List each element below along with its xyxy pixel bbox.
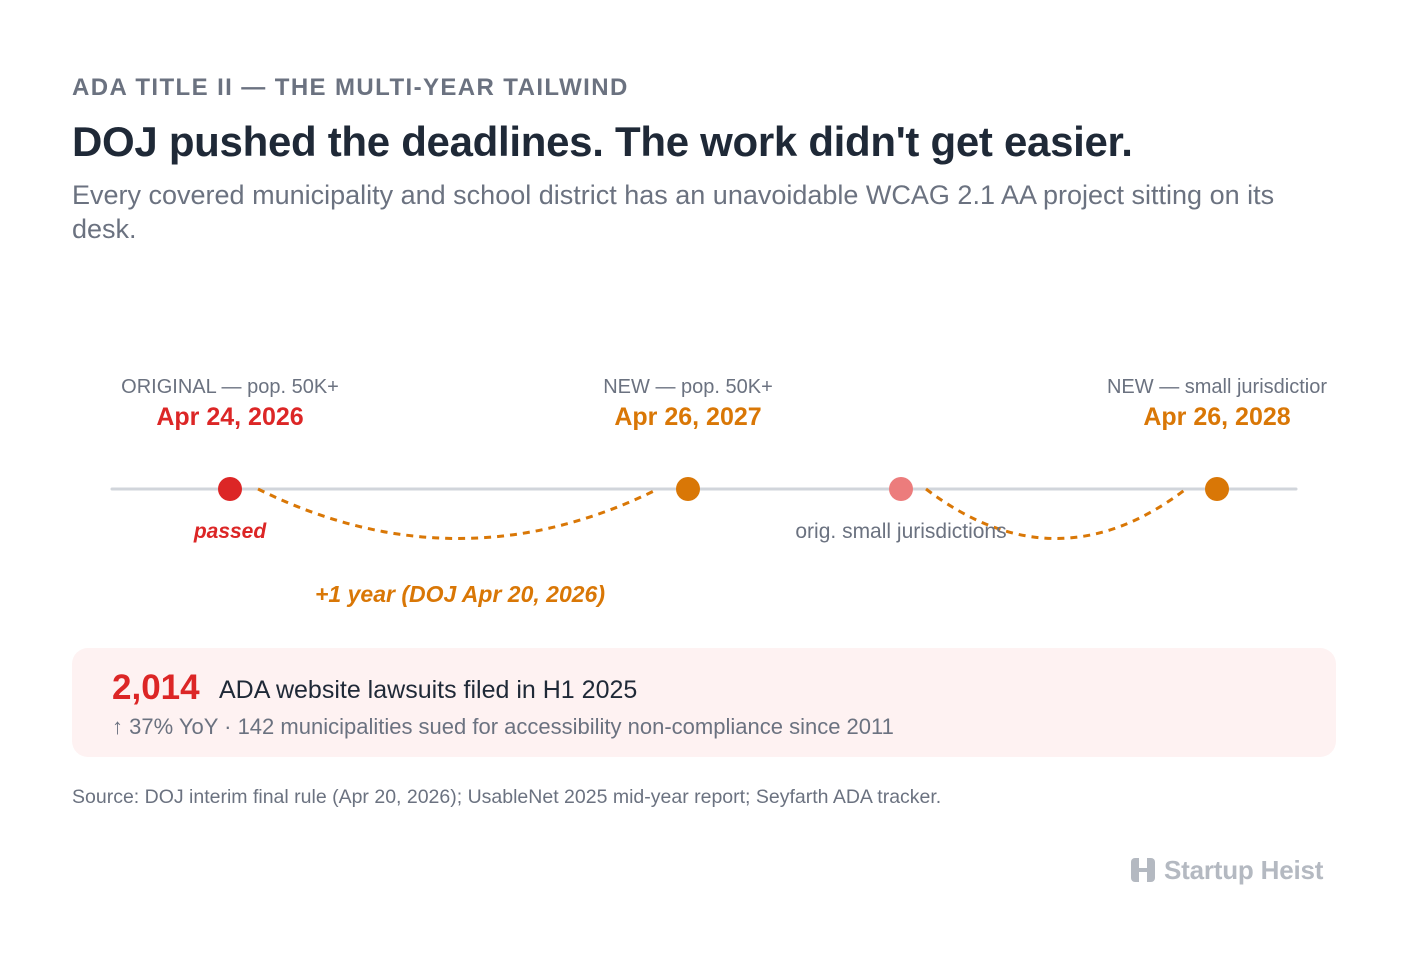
milestone-date-original: Apr 24, 2026: [156, 403, 304, 431]
milestone-dot-original: [218, 477, 242, 501]
milestone-label-original: ORIGINAL — pop. 50K+: [121, 376, 339, 398]
page-title: DOJ pushed the deadlines. The work didn'…: [72, 118, 1133, 165]
kicker: ADA TITLE II — THE MULTI-YEAR TAILWIND: [72, 74, 629, 101]
subtitle: Every covered municipality and school di…: [72, 180, 1275, 244]
milestone-dot-orig-small: [889, 477, 913, 501]
milestone-dot-new-50k: [676, 477, 700, 501]
stat-detail: ↑ 37% YoY · 142 municipalities sued for …: [112, 714, 894, 739]
stat-text: ADA website lawsuits filed in H1 2025: [219, 676, 638, 704]
stat-number: 2,014: [112, 668, 200, 707]
milestone-dot-new-small: [1205, 477, 1229, 501]
milestone-label-new-small: NEW — small jurisdictior: [1106, 376, 1328, 398]
milestone-date-new-50k: Apr 26, 2027: [614, 403, 762, 431]
shift-arc-second: [925, 487, 1187, 540]
passed-note: passed: [193, 520, 267, 543]
source-note: Source: DOJ interim final rule (Apr 20, …: [72, 786, 942, 808]
shift-note: +1 year (DOJ Apr 20, 2026): [314, 581, 606, 607]
milestone-date-new-small: Apr 26, 2028: [1143, 403, 1291, 431]
orig-small-note: orig. small jurisdictions: [795, 520, 1007, 543]
lawsuit-stat-card: 2,014 ADA website lawsuits filed in H1 2…: [72, 648, 1336, 757]
brand-name: Startup Heist: [1164, 854, 1324, 885]
brand: Startup Heist: [1130, 855, 1323, 885]
shift-arc-first: [257, 487, 659, 540]
milestone-label-new-50k: NEW — pop. 50K+: [603, 376, 773, 398]
building-logo-icon: [1131, 858, 1155, 882]
